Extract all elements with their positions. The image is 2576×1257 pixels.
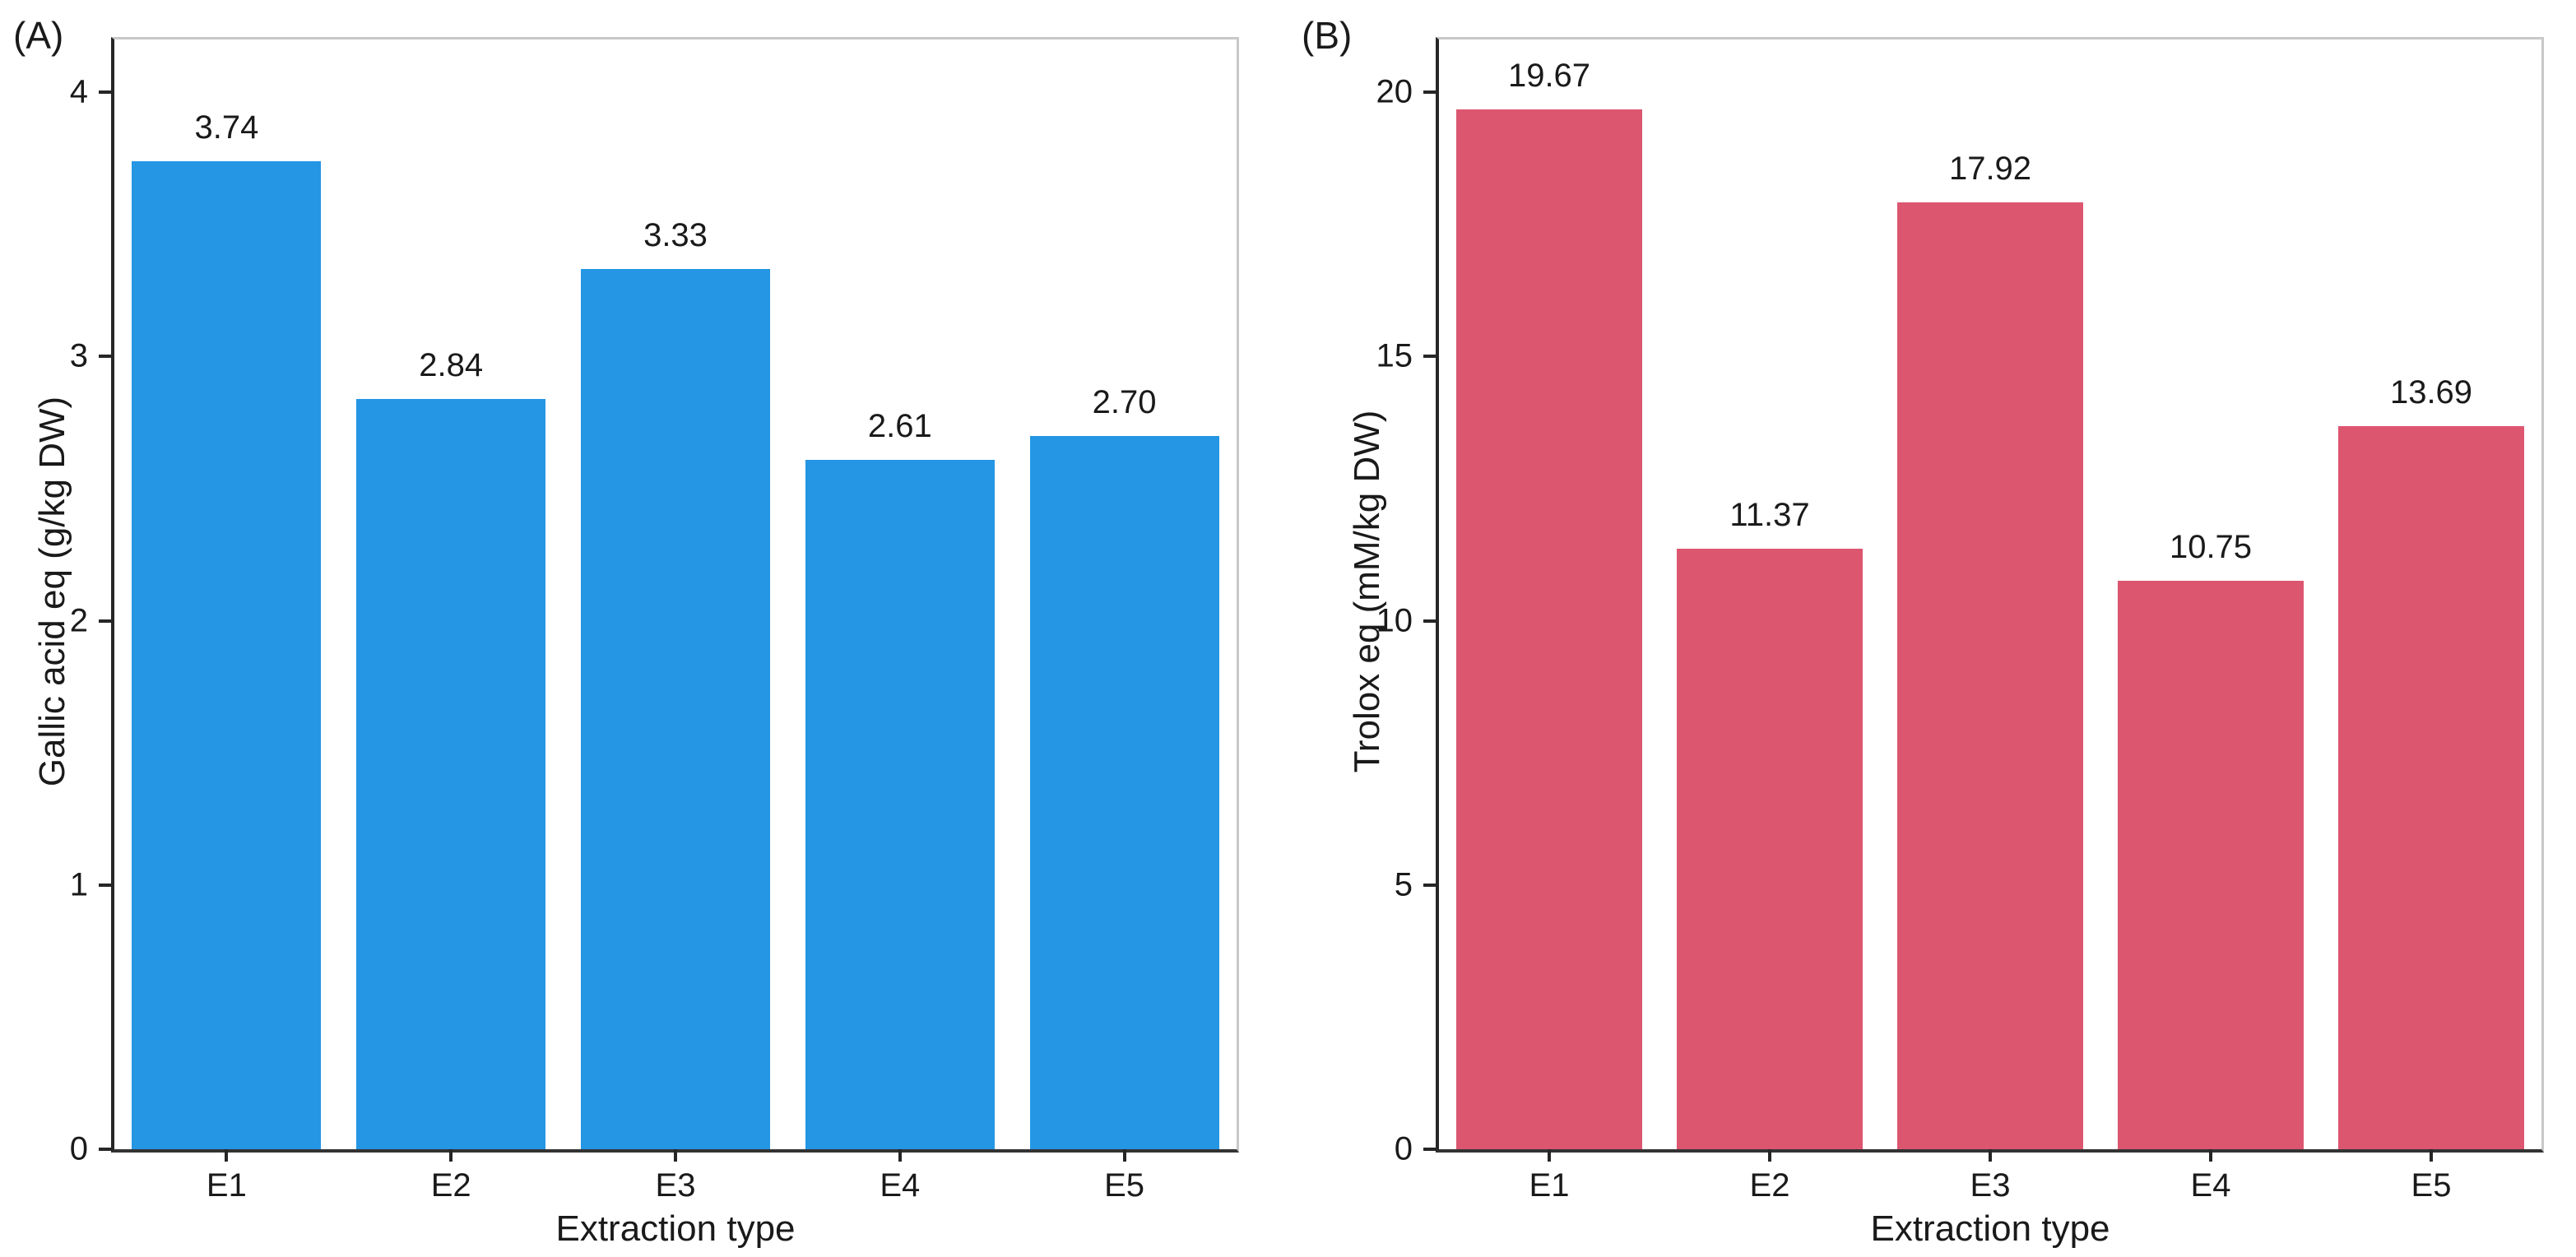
y-axis-tick-label: 10	[1376, 602, 1413, 639]
y-axis-tick-label: 15	[1376, 337, 1413, 374]
bar-E3	[1897, 202, 2083, 1149]
y-axis-tick	[99, 619, 111, 623]
panel-b-x-axis-title: Extraction type	[1870, 1208, 2110, 1249]
panel-b: (B) Trolox eq (mM/kg DW) Extraction type…	[1288, 0, 2576, 1257]
y-axis-tick-label: 20	[1376, 73, 1413, 110]
bar-value-label: 2.84	[419, 346, 484, 383]
y-axis-tick	[99, 883, 111, 887]
bar-E4	[2118, 581, 2304, 1149]
panel-b-plot-area: Extraction type 0 5 10 15 20 19.67 E1 11.37 E2 17…	[1376, 37, 2544, 1249]
y-axis-tick	[1423, 90, 1436, 95]
y-axis-tick-label: 0	[69, 1130, 88, 1167]
bar-value-label: 11.37	[1729, 496, 1810, 533]
y-axis-tick	[1423, 883, 1436, 887]
x-axis-tick-label: E4	[880, 1167, 921, 1204]
y-axis-tick	[99, 1148, 111, 1151]
bar-value-label: 3.74	[194, 109, 259, 146]
x-axis-tick-label: E4	[2190, 1167, 2231, 1204]
panel-b-y-axis-title: Trolox eq (mM/kg DW)	[1347, 410, 1387, 773]
bar-value-label: 10.75	[2169, 529, 2253, 566]
bar-value-label: 2.70	[1092, 383, 1157, 420]
y-axis-tick-label: 3	[69, 337, 88, 374]
bar-E5	[1029, 435, 1219, 1149]
x-axis-tick	[674, 1149, 677, 1162]
panel-a-label: (A)	[13, 14, 64, 57]
x-axis-tick	[2209, 1149, 2212, 1162]
y-axis-tick-label: 4	[69, 73, 88, 110]
bar-E1	[132, 160, 322, 1149]
x-axis-tick	[1768, 1149, 1771, 1162]
panel-a-x-axis-title: Extraction type	[555, 1208, 796, 1249]
y-axis-tick-label: 0	[1394, 1130, 1413, 1167]
bar-value-label: 17.92	[1948, 150, 2032, 187]
bar-value-label: 13.69	[2389, 373, 2473, 410]
y-axis-tick	[1423, 1148, 1436, 1151]
bar-E2	[1677, 548, 1863, 1149]
y-axis-tick	[99, 90, 111, 95]
bar-E4	[805, 459, 995, 1149]
y-axis-tick-label: 1	[69, 866, 88, 903]
bar-value-label: 3.33	[643, 217, 708, 254]
x-axis-tick	[898, 1149, 902, 1162]
bar-value-label: 19.67	[1507, 58, 1591, 95]
x-axis-tick-label: E2	[1749, 1167, 1790, 1204]
bar-E1	[1456, 109, 1642, 1149]
bar-E2	[356, 398, 546, 1149]
panel-b-label: (B)	[1302, 14, 1353, 57]
x-axis-tick	[2430, 1149, 2433, 1162]
y-axis-tick-label: 5	[1394, 866, 1413, 903]
bar-value-label: 2.61	[867, 407, 932, 444]
bar-E3	[581, 269, 770, 1149]
panel-a: (A) Gallic acid eq (g/kg DW) Extraction …	[13, 14, 1239, 1249]
panel-a-plot-area: Extraction type 0 1 2 3 4 3.74 E1 2.84 E2 3.33 E3 2…	[70, 37, 1239, 1249]
x-axis-tick-label: E5	[2411, 1167, 2452, 1204]
y-axis-tick	[1423, 355, 1436, 359]
x-axis-tick	[225, 1149, 229, 1162]
x-axis-tick-label: E1	[1529, 1167, 1570, 1204]
x-axis-tick-label: E5	[1104, 1167, 1145, 1204]
panel-a-y-axis-title: Gallic acid eq (g/kg DW)	[32, 396, 72, 787]
x-axis-tick-label: E1	[206, 1167, 247, 1204]
x-axis-tick	[1122, 1149, 1126, 1162]
x-axis-tick-label: E2	[430, 1167, 471, 1204]
x-axis-tick	[1548, 1149, 1551, 1162]
x-axis-tick	[1989, 1149, 1992, 1162]
bar-E5	[2338, 425, 2524, 1149]
x-axis-tick-label: E3	[1970, 1167, 2011, 1204]
x-axis-tick-label: E3	[655, 1167, 696, 1204]
y-axis-tick	[99, 355, 111, 359]
y-axis-tick	[1423, 619, 1436, 623]
y-axis-tick-label: 2	[69, 602, 88, 639]
x-axis-tick	[449, 1149, 453, 1162]
